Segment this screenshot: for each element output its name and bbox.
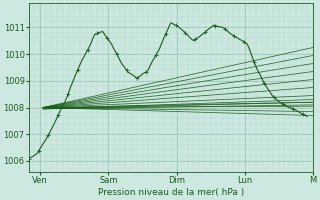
X-axis label: Pression niveau de la mer( hPa ): Pression niveau de la mer( hPa )	[98, 188, 244, 197]
